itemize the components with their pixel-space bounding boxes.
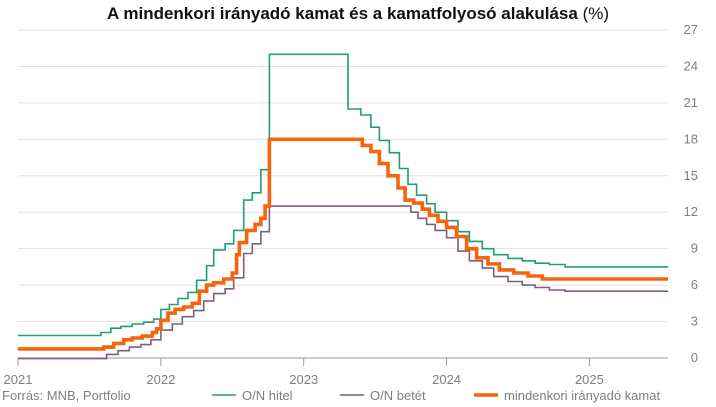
series-lines xyxy=(18,53,668,360)
chart-title-text: A mindenkori irányadó kamat és a kamatfo… xyxy=(106,4,578,23)
y-tick-label-24: 24 xyxy=(684,58,698,73)
grid-lines xyxy=(17,29,668,366)
chart-title: A mindenkori irányadó kamat és a kamatfo… xyxy=(0,4,716,24)
x-tick-label-2025: 2025 xyxy=(575,372,604,387)
series-line-2 xyxy=(18,205,668,360)
y-tick-label-27: 27 xyxy=(684,22,698,37)
y-axis-tick-labels: 0 3 6 9 12 15 18 21 24 27 xyxy=(684,22,698,365)
y-tick-label-9: 9 xyxy=(691,241,698,256)
source-note: Forrás: MNB, Portfolio xyxy=(2,388,131,403)
x-tick-label-2023: 2023 xyxy=(289,372,318,387)
x-tick-label-2022: 2022 xyxy=(146,372,175,387)
x-tick-label-2021: 2021 xyxy=(4,372,33,387)
y-tick-label-12: 12 xyxy=(684,204,698,219)
y-tick-label-6: 6 xyxy=(691,277,698,292)
legend: O/N hitel O/N betét mindenkori irányadó ka… xyxy=(212,388,660,403)
y-tick-label-15: 15 xyxy=(684,168,698,183)
series-line-1 xyxy=(18,53,668,337)
series-line-3 xyxy=(18,137,668,351)
y-tick-label-3: 3 xyxy=(691,314,698,329)
chart-title-unit: (%) xyxy=(582,4,610,23)
y-tick-label-21: 21 xyxy=(684,95,698,110)
x-tick-label-2024: 2024 xyxy=(432,372,461,387)
y-tick-label-18: 18 xyxy=(684,131,698,146)
legend-label-3: mindenkori irányadó kamat xyxy=(504,388,660,403)
y-tick-label-0: 0 xyxy=(691,350,698,365)
legend-label-2: O/N betét xyxy=(370,388,426,403)
x-axis-tick-labels: 2021 2022 2023 2024 2025 xyxy=(4,372,604,387)
legend-label-1: O/N hitel xyxy=(242,388,293,403)
